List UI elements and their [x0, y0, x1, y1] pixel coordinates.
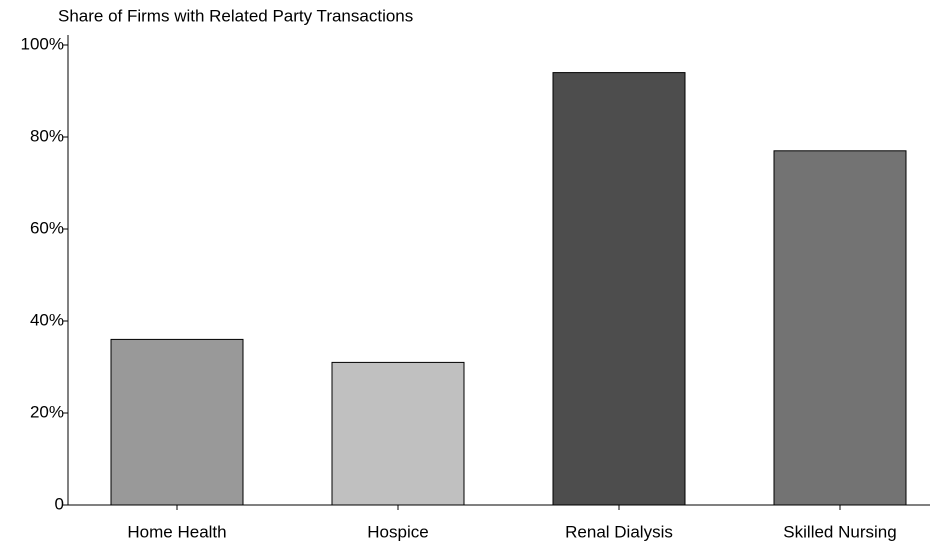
y-tick-label: 60% — [30, 218, 64, 237]
y-tick-label: 40% — [30, 310, 64, 329]
x-tick-label: Hospice — [367, 522, 428, 541]
x-tick-label: Skilled Nursing — [783, 522, 896, 541]
bar — [773, 150, 907, 506]
bar — [552, 72, 686, 506]
y-tick-label: 80% — [30, 126, 64, 145]
y-tick-label: 100% — [21, 34, 64, 53]
bar — [110, 338, 244, 506]
x-tick-label: Home Health — [127, 522, 226, 541]
y-tick-label: 0 — [55, 494, 64, 513]
chart-title: Share of Firms with Related Party Transa… — [58, 6, 413, 25]
x-tick-label: Renal Dialysis — [565, 522, 673, 541]
bar — [331, 361, 465, 506]
y-tick-label: 20% — [30, 402, 64, 421]
